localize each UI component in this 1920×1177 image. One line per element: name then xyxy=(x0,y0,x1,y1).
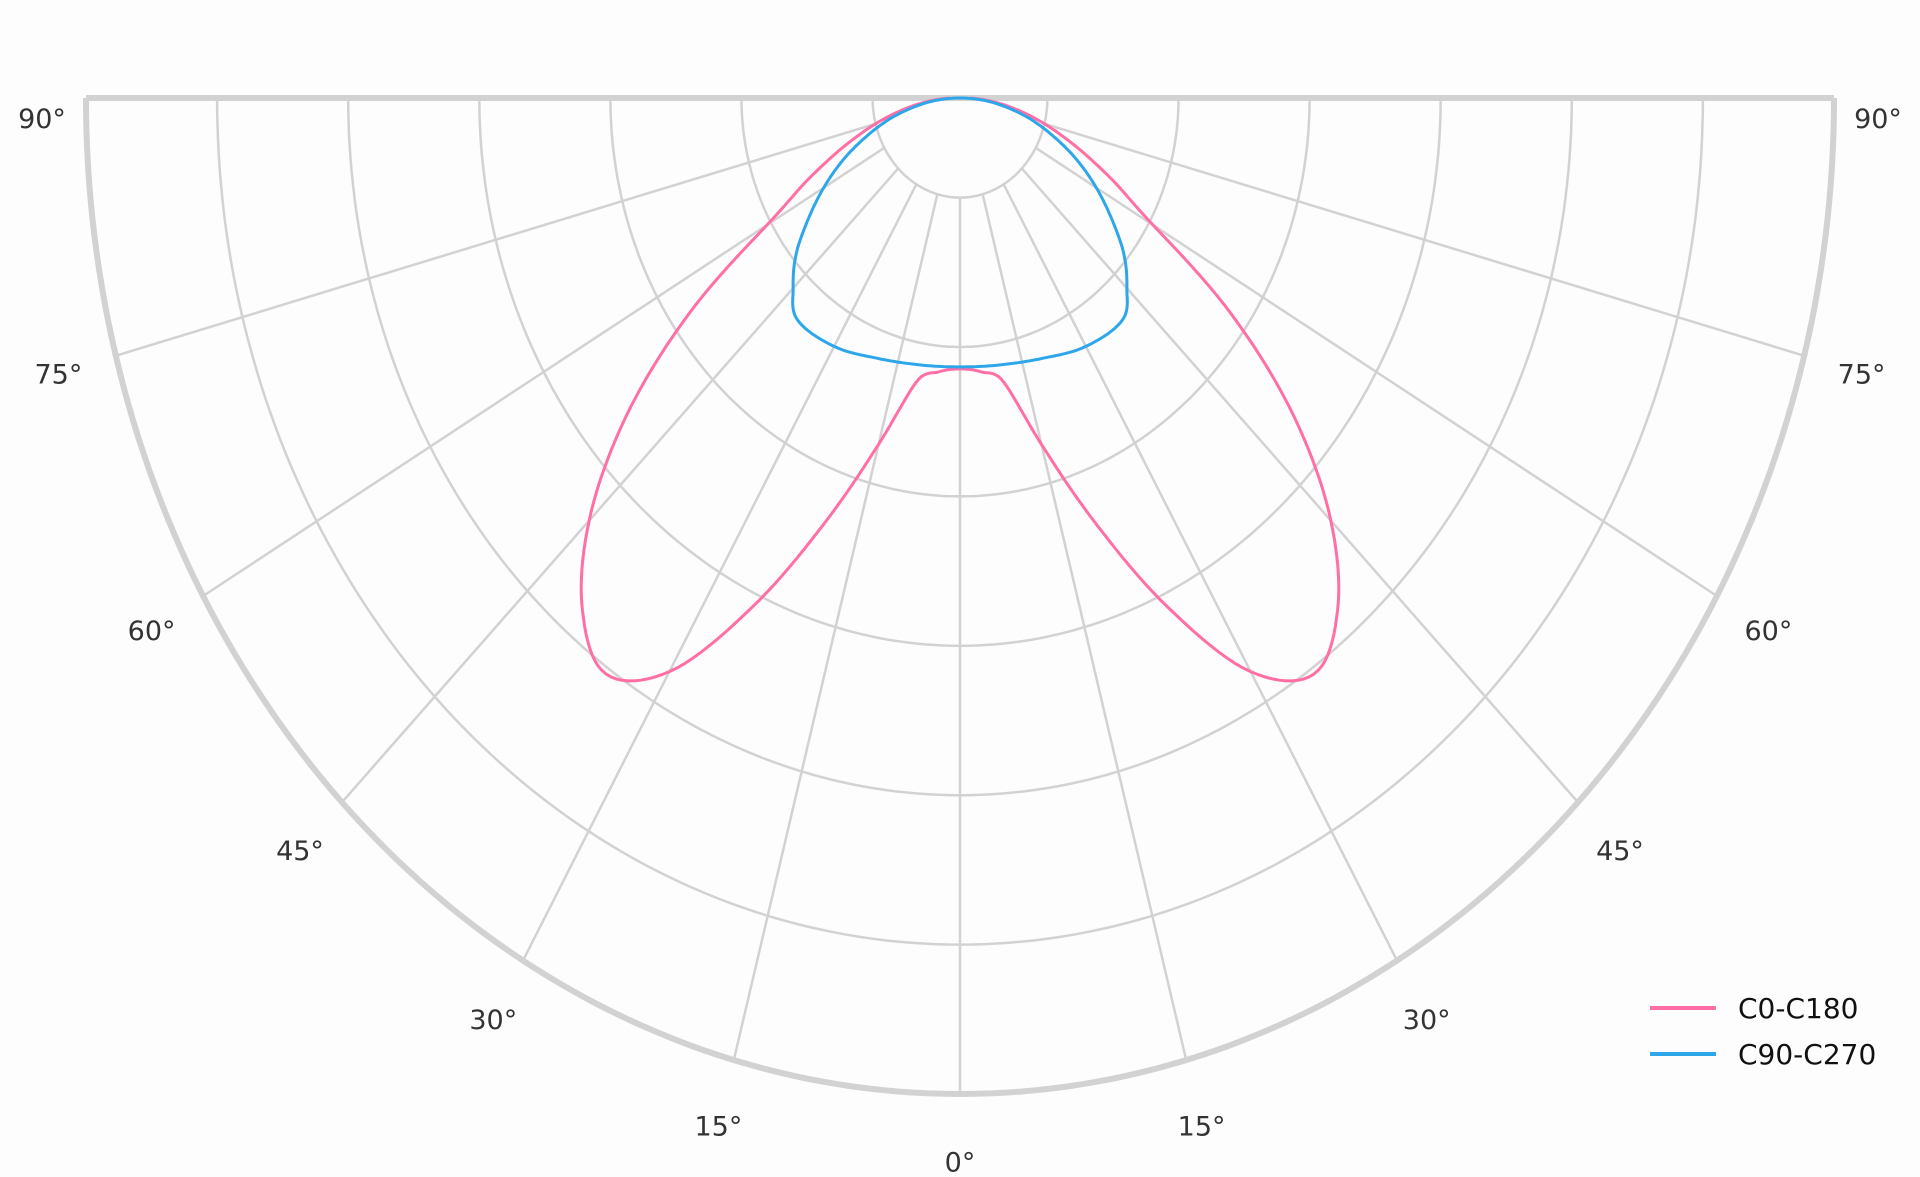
angle-tick-label: 90° xyxy=(1854,104,1902,135)
legend: C0-C180 C90-C270 xyxy=(1650,985,1876,1077)
angle-tick-label: 0° xyxy=(945,1148,976,1177)
angle-tick-label: 30° xyxy=(1403,1005,1451,1036)
angle-gridline xyxy=(115,122,876,357)
angle-gridline xyxy=(521,183,918,962)
angle-tick-label: 30° xyxy=(469,1005,517,1036)
angle-tick-label: 75° xyxy=(34,359,82,390)
angle-gridline xyxy=(1002,183,1399,962)
angle-gridline xyxy=(1044,122,1805,357)
angle-gridline xyxy=(732,193,939,1061)
legend-label: C90-C270 xyxy=(1738,1037,1877,1071)
angle-tick-label: 90° xyxy=(18,104,66,135)
series-line-c90-c270 xyxy=(791,96,1129,369)
legend-label: C0-C180 xyxy=(1738,991,1859,1025)
series-line-c0-c180 xyxy=(579,96,1341,683)
angle-tick-label: 45° xyxy=(276,836,324,867)
angle-gridline xyxy=(341,167,900,804)
legend-swatch-c90-c270 xyxy=(1650,1052,1716,1056)
angle-gridline xyxy=(981,193,1188,1061)
legend-swatch-c0-c180 xyxy=(1650,1006,1716,1010)
legend-item-c0-c180: C0-C180 xyxy=(1650,985,1876,1031)
angle-tick-label: 15° xyxy=(694,1112,742,1143)
angle-tick-label: 45° xyxy=(1596,836,1644,867)
angle-tick-label: 75° xyxy=(1838,359,1886,390)
legend-item-c90-c270: C90-C270 xyxy=(1650,1031,1876,1077)
grid xyxy=(83,95,1837,1098)
angle-gridline xyxy=(1035,146,1718,598)
angle-gridline xyxy=(1020,167,1579,804)
angle-tick-label: 15° xyxy=(1178,1112,1226,1143)
angle-tick-label: 60° xyxy=(1744,616,1792,647)
angle-gridline xyxy=(202,146,885,598)
angle-tick-label: 60° xyxy=(128,616,176,647)
